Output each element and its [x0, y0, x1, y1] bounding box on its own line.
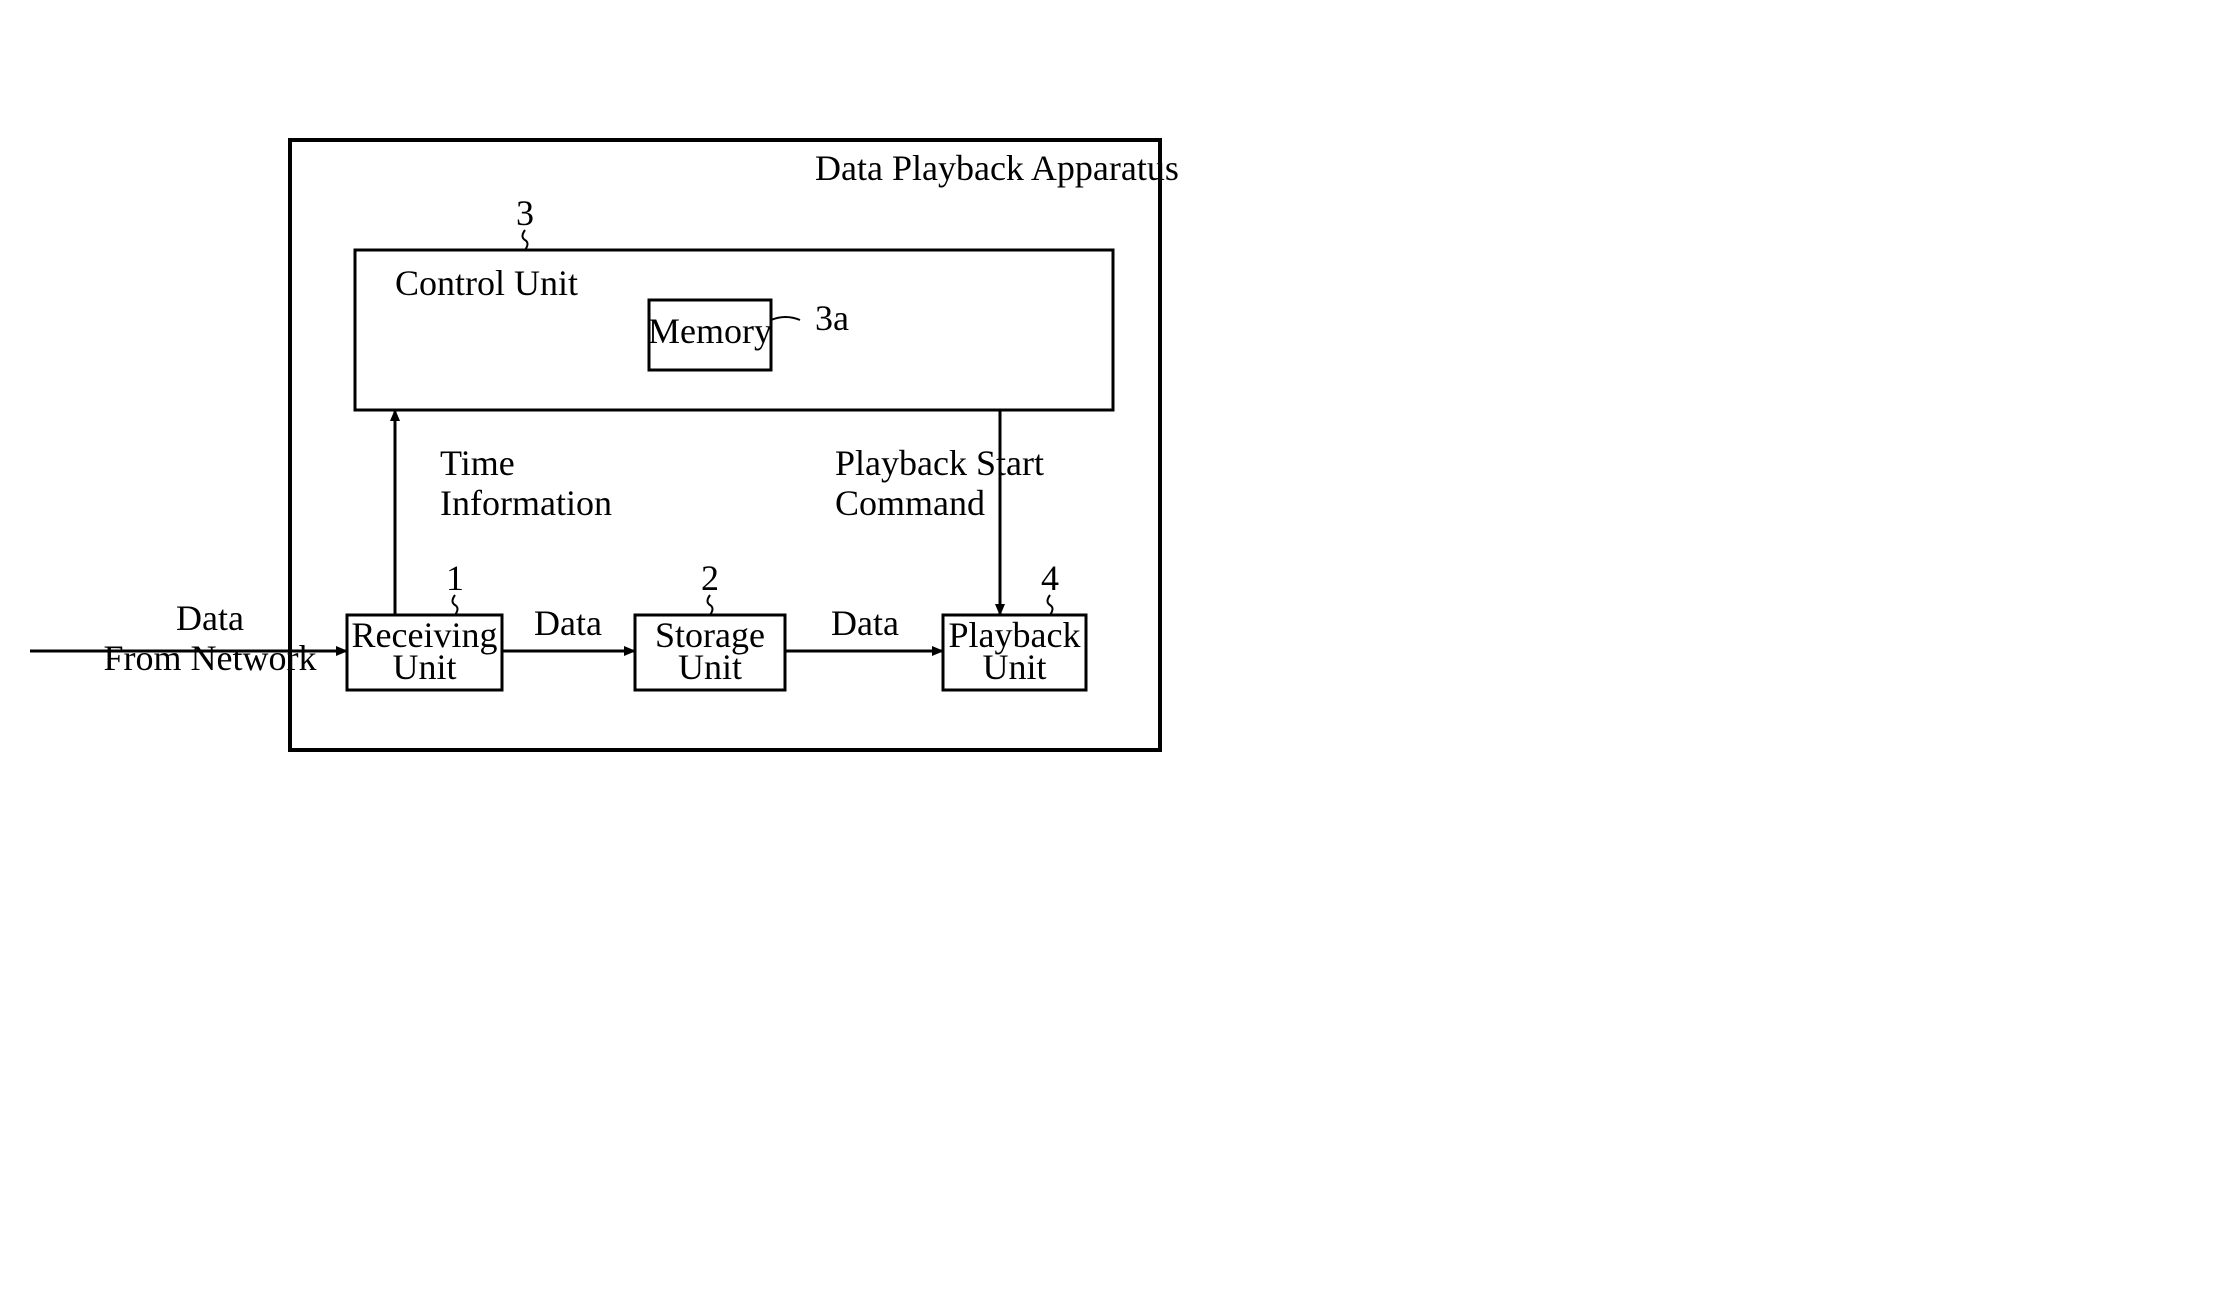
label-data-2: Data [831, 603, 899, 643]
control-unit-tick [523, 230, 528, 250]
receiving-unit-label2: Unit [392, 647, 456, 687]
playback-unit-tick [1048, 595, 1053, 615]
memory-lead [771, 317, 800, 320]
outer-box-title: Data Playback Apparatus [815, 148, 1179, 188]
storage-unit-ref: 2 [701, 558, 719, 598]
playback-unit-ref: 4 [1041, 558, 1059, 598]
receiving-unit-tick [453, 595, 458, 615]
label-playback-cmd-2: Command [835, 483, 985, 523]
storage-unit-tick [708, 595, 713, 615]
memory-ref: 3a [815, 298, 849, 338]
memory-label: Memory [648, 311, 772, 351]
label-playback-cmd-1: Playback Start [835, 443, 1044, 483]
label-time-info-1: Time [440, 443, 515, 483]
control-unit-label: Control Unit [395, 263, 578, 303]
playback-unit-label2: Unit [982, 647, 1046, 687]
receiving-unit-ref: 1 [446, 558, 464, 598]
label-from-network-1: Data [176, 598, 244, 638]
label-from-network-2: From Network [104, 638, 317, 678]
storage-unit-label2: Unit [678, 647, 742, 687]
label-data-1: Data [534, 603, 602, 643]
control-unit-ref: 3 [516, 193, 534, 233]
label-time-info-2: Information [440, 483, 612, 523]
